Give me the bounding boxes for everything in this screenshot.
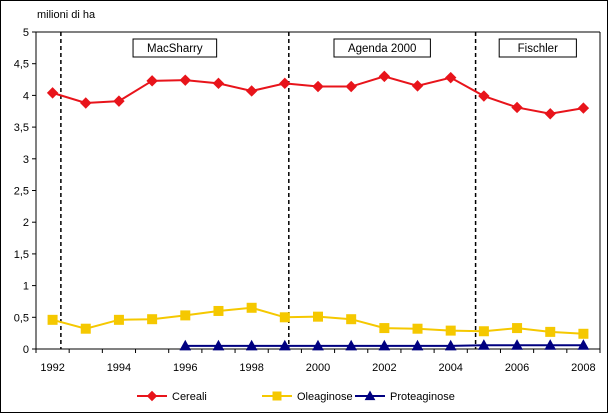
data-point <box>146 75 158 87</box>
legend-item: Cereali <box>137 390 207 403</box>
data-point <box>179 339 192 351</box>
legend: Cereali Oleaginose Proteaginose <box>137 390 455 403</box>
y-tick-label: 2,5 <box>14 186 29 198</box>
data-point <box>478 90 490 102</box>
data-point <box>279 312 290 323</box>
legend-label: Proteaginose <box>390 391 455 403</box>
y-tick-label: 1,5 <box>14 249 29 261</box>
data-point <box>577 339 590 350</box>
period-label: MacSharry <box>147 43 203 55</box>
data-point <box>245 85 258 97</box>
data-point <box>113 314 124 325</box>
y-tick-label: 4,5 <box>14 59 29 71</box>
legend-item: Oleaginose <box>262 391 353 403</box>
data-point <box>279 77 291 90</box>
period-box <box>333 38 431 58</box>
x-tick-label: 2008 <box>571 362 595 374</box>
data-point <box>212 339 225 351</box>
series-proteaginose <box>179 339 590 351</box>
data-point <box>378 70 391 83</box>
y-axis-label: milioni di ha <box>37 9 96 21</box>
x-tick-label: 2004 <box>438 362 462 374</box>
x-tick-label: 1998 <box>239 362 263 374</box>
data-point <box>313 311 323 322</box>
data-point <box>272 391 282 401</box>
data-point <box>379 323 390 334</box>
y-tick-label: 3 <box>23 154 29 166</box>
data-point <box>444 339 457 351</box>
legend-label: Oleaginose <box>297 391 353 403</box>
data-point <box>312 339 324 351</box>
period-annotations: MacSharry Agenda 2000 Fischler <box>60 32 577 349</box>
x-tick-label: 1992 <box>40 362 64 374</box>
data-point <box>544 108 556 120</box>
data-point <box>545 326 556 337</box>
data-point <box>180 310 191 321</box>
period-box <box>498 38 577 58</box>
series-cereali <box>46 70 590 120</box>
y-tick-label: 5 <box>23 27 29 39</box>
data-point <box>511 101 523 114</box>
data-point <box>544 339 557 350</box>
data-point <box>364 390 376 401</box>
x-tick-label: 2002 <box>372 362 396 374</box>
data-point <box>312 80 324 93</box>
y-tick-label: 0,5 <box>14 312 29 324</box>
data-point <box>179 74 192 86</box>
data-point <box>345 339 358 351</box>
data-point <box>278 339 291 351</box>
y-tick-label: 3,5 <box>14 122 29 134</box>
data-point <box>47 314 58 325</box>
y-tick-label: 4 <box>23 90 29 102</box>
y-tick-label: 0 <box>23 344 29 356</box>
data-point <box>246 302 257 313</box>
series-oleaginose <box>47 302 589 339</box>
data-point <box>577 102 590 114</box>
y-tick-label: 2 <box>23 217 29 229</box>
data-point <box>511 339 523 350</box>
data-point <box>113 95 125 107</box>
data-point <box>345 80 357 93</box>
x-tick-label: 2006 <box>505 362 529 374</box>
period-label: Fischler <box>518 43 558 55</box>
data-point <box>80 323 91 334</box>
legend-label: Cereali <box>172 391 207 403</box>
data-point <box>147 314 158 325</box>
legend-item: Proteaginose <box>355 390 455 403</box>
x-tick-label: 1994 <box>107 362 131 374</box>
period-box <box>132 38 218 58</box>
data-point <box>512 323 523 334</box>
data-point <box>411 339 424 351</box>
data-point <box>146 390 158 402</box>
data-point <box>212 77 225 90</box>
data-point <box>80 97 92 109</box>
series <box>46 70 590 351</box>
data-point <box>411 80 424 92</box>
data-point <box>478 326 489 337</box>
data-point <box>46 87 59 99</box>
data-point <box>378 339 391 351</box>
data-point <box>444 71 457 84</box>
data-point <box>412 323 423 334</box>
data-point <box>346 314 357 325</box>
data-point <box>245 339 258 351</box>
data-point <box>213 305 224 316</box>
period-label: Agenda 2000 <box>348 43 416 55</box>
y-tick-label: 1 <box>23 281 29 293</box>
data-point <box>445 325 456 336</box>
data-point <box>478 339 490 350</box>
data-point <box>578 328 589 339</box>
x-tick-label: 2000 <box>306 362 330 374</box>
x-tick-label: 1996 <box>173 362 197 374</box>
